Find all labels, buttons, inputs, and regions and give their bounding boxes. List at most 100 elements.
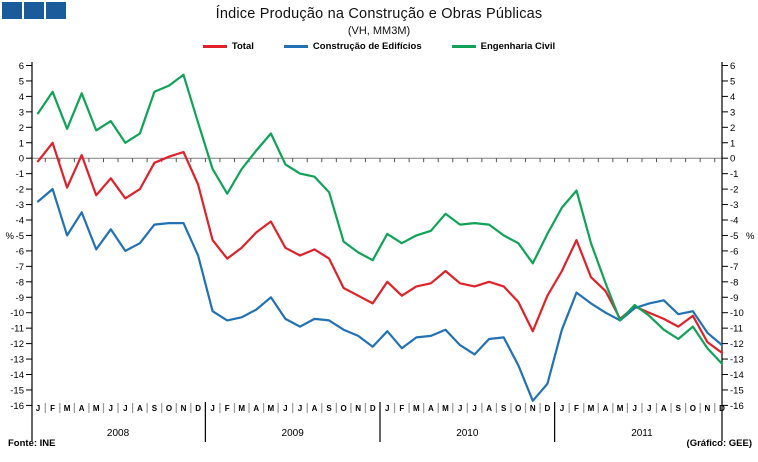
svg-text:-13: -13: [730, 355, 744, 366]
svg-text:F: F: [399, 404, 404, 413]
logo-square: [24, 2, 44, 19]
svg-text:N: N: [705, 404, 711, 413]
svg-text:%: %: [6, 231, 15, 242]
svg-text:-13: -13: [10, 355, 24, 366]
svg-text:-11: -11: [11, 324, 24, 335]
svg-text:M: M: [617, 404, 624, 413]
svg-text:A: A: [486, 404, 492, 413]
source-note: Fonte: INE: [8, 438, 56, 449]
svg-text:-12: -12: [10, 339, 24, 350]
svg-text:-2: -2: [16, 185, 24, 196]
svg-text:2011: 2011: [631, 428, 653, 439]
svg-text:A: A: [603, 404, 609, 413]
credit-note: (Gráfico: GEE): [686, 438, 752, 449]
svg-text:J: J: [647, 404, 651, 413]
svg-text:M: M: [238, 404, 245, 413]
legend-swatch-total: [202, 45, 227, 48]
svg-text:-4: -4: [16, 216, 24, 227]
legend-label: Construção de Edifícios: [312, 41, 422, 52]
svg-text:-10: -10: [10, 308, 24, 319]
svg-text:-5: -5: [16, 231, 24, 242]
svg-text:A: A: [253, 404, 259, 413]
svg-text:-11: -11: [730, 324, 743, 335]
svg-text:J: J: [560, 404, 564, 413]
svg-text:J: J: [210, 404, 214, 413]
svg-text:4: 4: [730, 92, 735, 103]
svg-text:2008: 2008: [107, 428, 130, 439]
svg-text:-14: -14: [10, 370, 24, 381]
svg-text:D: D: [195, 404, 201, 413]
svg-text:-1: -1: [730, 169, 738, 180]
svg-text:J: J: [109, 404, 113, 413]
svg-text:6: 6: [730, 61, 735, 72]
svg-text:M: M: [268, 404, 275, 413]
svg-text:-8: -8: [730, 277, 738, 288]
svg-text:-8: -8: [16, 277, 24, 288]
svg-text:A: A: [79, 404, 85, 413]
svg-text:M: M: [442, 404, 449, 413]
svg-text:-10: -10: [730, 308, 744, 319]
svg-text:-2: -2: [730, 185, 738, 196]
svg-text:J: J: [36, 404, 40, 413]
logo-square: [2, 2, 22, 19]
svg-text:A: A: [661, 404, 667, 413]
svg-text:J: J: [458, 404, 462, 413]
svg-text:0: 0: [19, 154, 24, 165]
svg-text:-9: -9: [16, 293, 24, 304]
svg-text:S: S: [501, 404, 507, 413]
svg-text:J: J: [472, 404, 476, 413]
svg-text:0: 0: [730, 154, 735, 165]
svg-text:2009: 2009: [282, 428, 305, 439]
svg-text:-16: -16: [10, 401, 24, 412]
svg-text:-6: -6: [16, 246, 24, 257]
svg-text:-14: -14: [730, 370, 744, 381]
svg-text:J: J: [632, 404, 636, 413]
legend-label: Engenharia Civil: [480, 41, 556, 52]
svg-text:-3: -3: [16, 200, 24, 211]
svg-text:N: N: [530, 404, 536, 413]
svg-text:-4: -4: [730, 216, 738, 227]
svg-text:S: S: [326, 404, 332, 413]
svg-text:-5: -5: [730, 231, 738, 242]
svg-text:-9: -9: [730, 293, 738, 304]
svg-text:5: 5: [19, 76, 24, 87]
svg-text:2010: 2010: [456, 428, 479, 439]
legend-item-edificios: Construção de Edifícios: [283, 41, 422, 52]
svg-text:-7: -7: [730, 262, 738, 273]
svg-text:D: D: [719, 404, 725, 413]
svg-text:M: M: [413, 404, 420, 413]
svg-text:J: J: [385, 404, 389, 413]
svg-text:N: N: [355, 404, 361, 413]
svg-text:S: S: [676, 404, 682, 413]
legend-swatch-engenharia: [451, 45, 476, 48]
svg-text:1: 1: [19, 138, 24, 149]
legend-swatch-edificios: [283, 45, 308, 48]
svg-text:O: O: [340, 404, 346, 413]
svg-text:J: J: [123, 404, 127, 413]
svg-text:-15: -15: [730, 385, 744, 396]
svg-text:M: M: [64, 404, 71, 413]
svg-text:O: O: [166, 404, 172, 413]
svg-text:-1: -1: [16, 169, 24, 180]
svg-text:D: D: [370, 404, 376, 413]
svg-text:1: 1: [730, 138, 735, 149]
svg-text:-6: -6: [730, 246, 738, 257]
svg-text:M: M: [588, 404, 595, 413]
svg-text:6: 6: [19, 61, 24, 72]
svg-text:A: A: [137, 404, 143, 413]
chart-subtitle: (VH, MM3M): [347, 25, 411, 37]
svg-text:A: A: [312, 404, 318, 413]
legend-label: Total: [231, 41, 254, 52]
svg-text:N: N: [181, 404, 187, 413]
svg-text:J: J: [298, 404, 302, 413]
legend-item-total: Total: [202, 41, 254, 52]
svg-text:D: D: [544, 404, 550, 413]
svg-text:O: O: [515, 404, 521, 413]
svg-text:2: 2: [19, 123, 24, 134]
svg-text:F: F: [225, 404, 230, 413]
svg-text:A: A: [428, 404, 434, 413]
logo-square: [46, 2, 66, 19]
svg-text:-7: -7: [16, 262, 24, 273]
